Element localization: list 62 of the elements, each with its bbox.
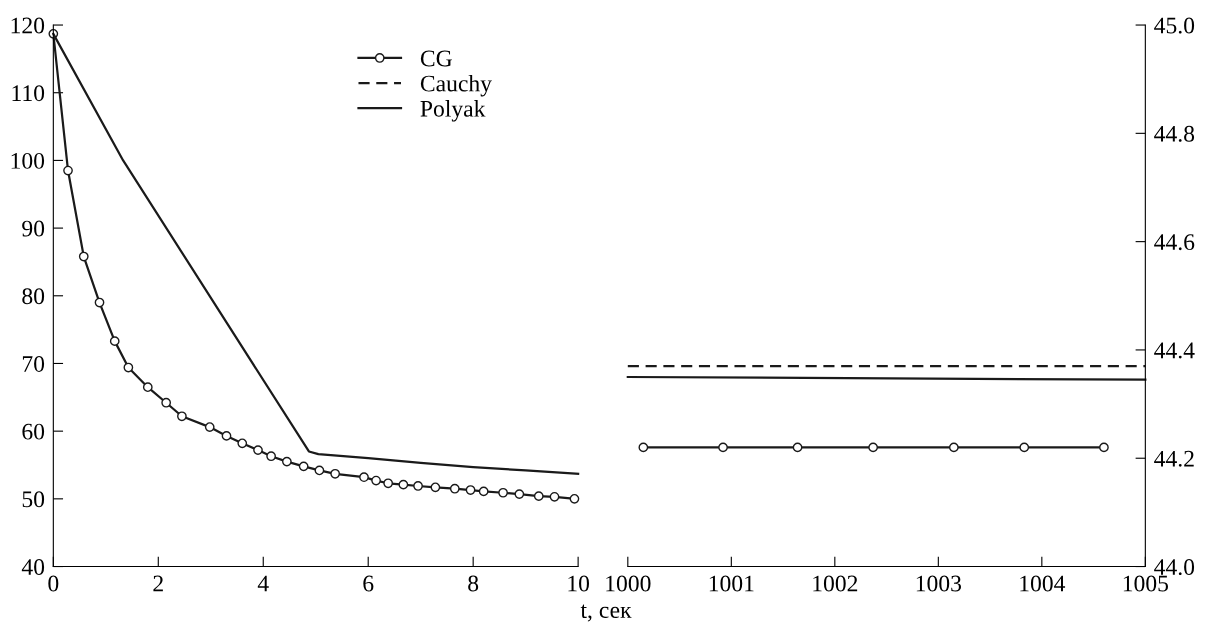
- point: [330, 468, 341, 479]
- x-tick-label: 1004: [1020, 575, 1066, 592]
- point: [298, 461, 309, 472]
- y-tick-label: 50: [22, 491, 45, 508]
- point: [514, 489, 525, 499]
- point: [465, 485, 476, 495]
- point: [478, 486, 489, 497]
- point: [177, 411, 187, 422]
- y-tick-label: 44.0: [1154, 559, 1195, 576]
- point: [371, 475, 381, 486]
- point: [533, 491, 544, 501]
- point: [94, 297, 105, 308]
- point: [123, 362, 134, 373]
- y-tick-label: 40: [21, 559, 45, 575]
- x-tick-label: 1002: [813, 575, 858, 592]
- point: [430, 482, 441, 493]
- legend-label: Polyak: [420, 100, 486, 122]
- y-tick-label: 110: [12, 85, 45, 102]
- y-tick-label: 44.4: [1154, 342, 1195, 359]
- x-tick-label: 0: [48, 575, 59, 592]
- y-tick-label: 45.0: [1154, 17, 1195, 34]
- point: [383, 478, 394, 489]
- x-tick-label: 4: [257, 575, 269, 592]
- y-tick-label: 44.6: [1154, 234, 1195, 251]
- point: [253, 445, 263, 455]
- x-tick-label: 1001: [709, 575, 754, 592]
- x-tick-label: 8: [468, 575, 479, 592]
- y-tick-label: 60: [22, 423, 45, 440]
- x-axis-title: t, сек: [580, 604, 632, 622]
- y-tick-label: 44.8: [1154, 125, 1195, 142]
- x-tick-label: 1003: [916, 575, 962, 592]
- x-tick-label: 1005: [1123, 575, 1169, 592]
- x-tick-label: 10: [568, 575, 590, 592]
- point: [266, 451, 276, 462]
- point: [221, 431, 232, 441]
- x-tick-label: 2: [153, 575, 163, 592]
- point: [314, 465, 325, 476]
- point: [204, 422, 215, 432]
- y-tick-label: 120: [11, 17, 45, 34]
- point: [282, 456, 292, 467]
- point: [569, 493, 580, 504]
- y-tick-label: 70: [22, 355, 45, 372]
- point: [237, 438, 248, 449]
- point: [142, 382, 153, 393]
- point: [359, 472, 369, 483]
- point: [109, 336, 120, 346]
- x-tick-label: 6: [363, 575, 374, 592]
- point: [161, 397, 172, 408]
- point: [413, 481, 423, 491]
- y-tick-label: 90: [22, 220, 45, 237]
- x-tick-label: 1000: [606, 575, 651, 592]
- y-tick-label: 80: [22, 288, 45, 305]
- point: [498, 487, 508, 498]
- point: [398, 479, 409, 490]
- y-tick-label: 100: [11, 152, 45, 169]
- point: [63, 165, 73, 176]
- legend-label: CG: [420, 50, 452, 67]
- point: [78, 251, 89, 262]
- y-tick-label: 44.2: [1154, 450, 1194, 467]
- point: [449, 483, 460, 494]
- point: [549, 491, 560, 502]
- legend-label: Cauchy: [420, 74, 492, 97]
